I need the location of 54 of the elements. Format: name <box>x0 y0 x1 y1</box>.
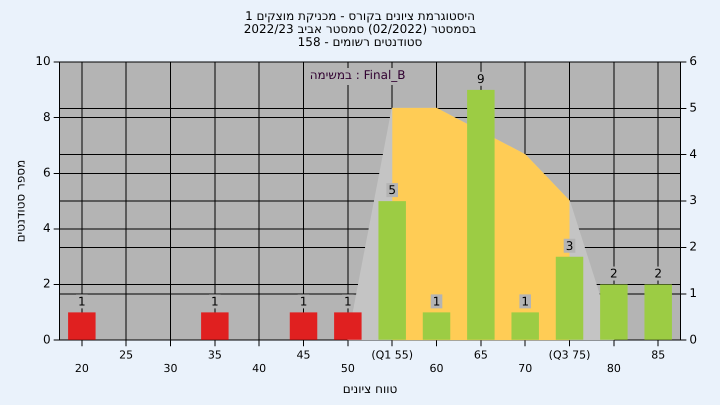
bar <box>422 312 450 340</box>
bar <box>467 90 495 340</box>
x-tick-label: (Q3 75) <box>548 348 590 362</box>
chart-title: היסטוגרמת ציונים בקורס - מכניקת מוצקים 1 <box>244 9 476 23</box>
bar <box>201 312 229 340</box>
data-label: 2 <box>654 266 662 281</box>
data-label: 3 <box>566 238 574 253</box>
y-tick-label: 10 <box>35 54 51 68</box>
y2-tick-label: 4 <box>689 146 698 161</box>
data-label: 2 <box>610 266 618 281</box>
y2-tick-label: 0 <box>689 332 698 346</box>
x-axis-title: טווח ציונים <box>342 382 398 396</box>
data-label: 5 <box>388 183 396 198</box>
bar <box>556 256 584 340</box>
x-tick-label: 85 <box>651 348 666 362</box>
y-tick-label: 8 <box>43 110 51 124</box>
x-tick-label: 70 <box>518 362 532 375</box>
data-label: 1 <box>300 294 308 309</box>
bar <box>334 312 362 340</box>
y2-tick-label: 6 <box>689 54 698 68</box>
bar <box>378 201 406 340</box>
bar <box>68 312 96 340</box>
y2-tick-label: 2 <box>689 240 698 254</box>
y2-tick-label: 5 <box>689 100 698 114</box>
y2-tick-label: 1 <box>689 286 698 300</box>
y-tick-label: 2 <box>43 276 51 291</box>
data-label: 1 <box>344 294 352 309</box>
chart-subtitle: בסמסטר (02/2022) סמסטר אביב 2022/23 סטודנטים רשומים - 158 <box>242 22 478 49</box>
x-tick-label: 25 <box>119 348 134 362</box>
annotation: במשימה : Final_B <box>310 68 406 82</box>
y-tick-label: 6 <box>43 165 51 180</box>
x-tick-label: 20 <box>74 362 89 375</box>
data-label: 1 <box>432 294 440 309</box>
x-tick-label: 45 <box>296 348 311 362</box>
x-tick-label: (Q1 55) <box>371 348 414 362</box>
data-label: 1 <box>78 294 86 309</box>
data-label: 1 <box>211 294 219 309</box>
bar <box>600 284 628 340</box>
data-label: 1 <box>521 294 530 309</box>
bar <box>644 284 672 340</box>
x-tick-label: 35 <box>208 348 222 362</box>
y-axis-title: מספר סטודנטים <box>13 160 28 242</box>
x-tick-label: 80 <box>606 362 621 375</box>
bar <box>511 312 539 340</box>
x-tick-label: 30 <box>164 362 178 375</box>
bar <box>290 312 318 340</box>
x-tick-label: 60 <box>430 362 444 375</box>
y-tick-label: 0 <box>43 332 51 346</box>
data-label: 9 <box>477 72 485 86</box>
x-tick-label: 65 <box>474 348 488 362</box>
x-tick-label: 50 <box>340 362 355 375</box>
x-tick-label: 40 <box>252 362 266 375</box>
y-tick-label: 4 <box>43 221 51 236</box>
y2-tick-label: 3 <box>689 193 698 208</box>
